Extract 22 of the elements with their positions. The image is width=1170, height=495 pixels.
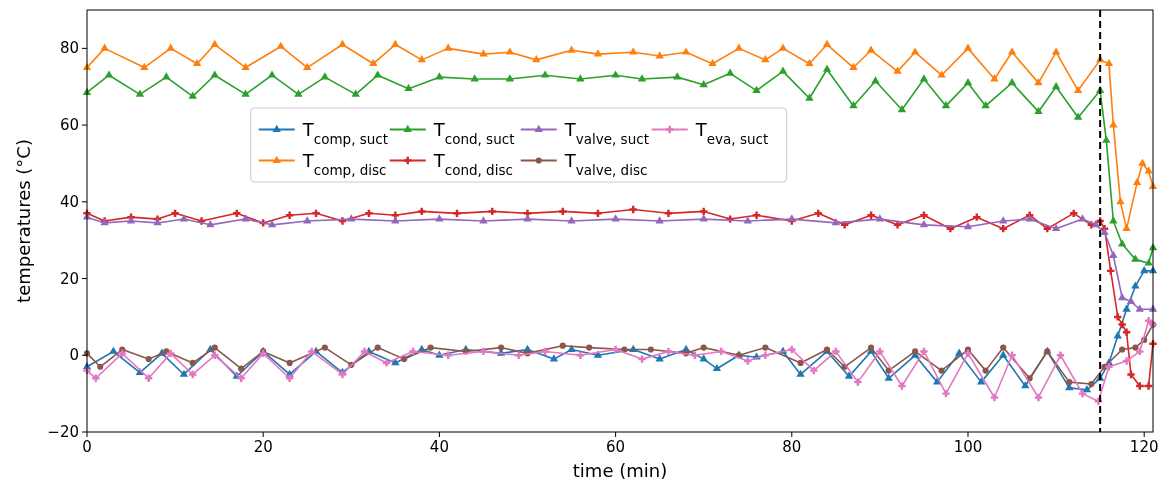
x-tick-label: 120 [1129, 438, 1159, 456]
x-tick-label: 80 [782, 438, 802, 456]
legend-label: T$_{comp, suct}$ [301, 118, 389, 147]
y-tick-label: 80 [59, 39, 79, 58]
x-tick-label: 100 [953, 438, 983, 456]
legend-label: T$_{cond, disc}$ [432, 149, 513, 178]
legend-label: T$_{valve, disc}$ [563, 149, 648, 178]
y-tick-label: 60 [59, 116, 79, 135]
legend-label: T$_{eva, suct}$ [694, 118, 769, 147]
x-tick-label: 60 [606, 438, 626, 456]
y-axis-title: temperatures (°C) [13, 139, 34, 303]
x-tick-label: 0 [82, 438, 92, 456]
y-tick-label: 40 [59, 192, 79, 211]
y-tick-label: −20 [47, 423, 79, 441]
x-tick-label: 20 [253, 438, 273, 456]
legend-label: T$_{valve, suct}$ [563, 118, 649, 147]
x-tick-label: 40 [429, 438, 449, 456]
legend-label: T$_{comp, disc}$ [301, 149, 387, 178]
legend-label: T$_{cond, suct}$ [432, 118, 515, 147]
y-tick-label: 20 [59, 269, 79, 288]
y-tick-label: 0 [69, 346, 79, 365]
x-axis-title: time (min) [572, 460, 668, 481]
